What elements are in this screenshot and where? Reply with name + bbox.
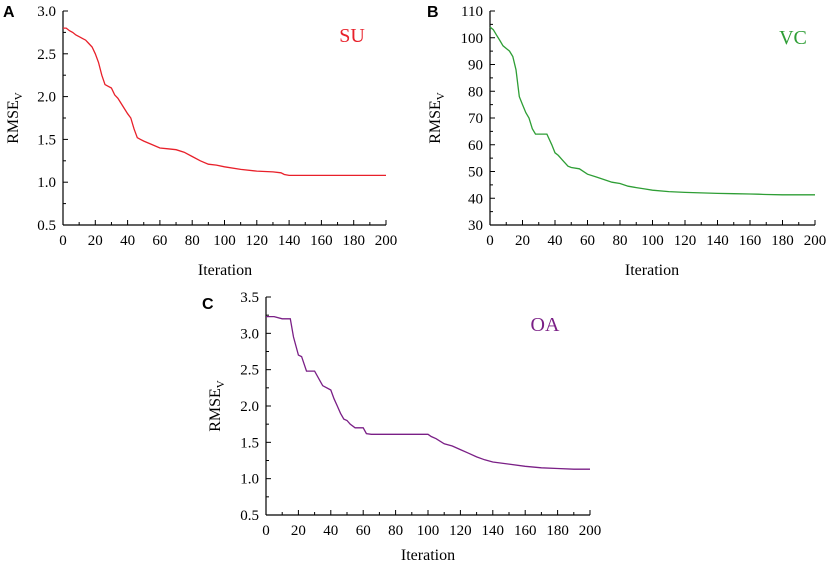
x-tick-label: 180 (342, 233, 365, 249)
x-tick-label: 20 (88, 233, 103, 249)
x-tick-label: 120 (246, 233, 269, 249)
x-axis-title: Iteration (198, 262, 252, 279)
x-tick-label: 200 (804, 233, 827, 249)
x-tick-label: 0 (486, 233, 494, 249)
panel-letter: A (3, 4, 15, 21)
y-tick-label: 1.0 (37, 175, 56, 191)
y-tick-label: 30 (468, 218, 483, 234)
series-line-oa (266, 315, 590, 470)
x-tick-label: 60 (356, 523, 371, 539)
y-tick-label: 0.5 (240, 508, 259, 524)
y-tick-label: 3.0 (240, 326, 259, 342)
x-tick-label: 40 (548, 233, 563, 249)
y-axis-title-main: RMSE (207, 388, 224, 432)
x-axis-title: Iteration (401, 547, 455, 564)
series-label: OA (531, 314, 560, 336)
y-tick-label: 0.5 (37, 218, 56, 234)
y-axis-title-subscript: V (435, 92, 447, 100)
y-tick-label: 110 (461, 4, 483, 20)
series-line-vc (489, 26, 815, 196)
y-tick-label: 3.5 (240, 290, 259, 306)
x-tick-label: 160 (310, 233, 333, 249)
panel-a: A 0 20 40 60 80 100 120 140 160 180 200 0.5 1.0 1.5 2.0… (3, 4, 397, 279)
y-tick-label: 50 (468, 165, 483, 181)
x-tick-label: 180 (546, 523, 569, 539)
x-tick-label: 80 (388, 523, 403, 539)
x-tick-label: 100 (213, 233, 236, 249)
panel-b: B 0 20 40 60 80 100 120 140 160 180 200 30 40 50 60 70 80… (427, 4, 826, 279)
y-axis-title-subscript: V (215, 380, 227, 388)
x-tick-label: 160 (514, 523, 537, 539)
y-tick-label: 80 (468, 84, 483, 100)
x-tick-label: 140 (706, 233, 729, 249)
y-tick-label: 1.5 (37, 132, 56, 148)
panel-c: C 0 20 40 60 80 100 120 140 160 180 200 0.5 1.0 1.5 2.0… (202, 290, 601, 564)
y-axis-title-subscript: V (13, 92, 25, 100)
y-tick-label: 1.0 (240, 472, 259, 488)
x-tick-label: 60 (152, 233, 167, 249)
x-tick-label: 20 (291, 523, 306, 539)
y-axis-title: RMSEV (5, 92, 25, 144)
y-tick-label: 60 (468, 138, 483, 154)
x-tick-label: 80 (185, 233, 200, 249)
y-tick-label: 2.5 (240, 363, 259, 379)
y-tick-label: 40 (468, 191, 483, 207)
y-axis-title-main: RMSE (427, 100, 444, 144)
y-tick-label: 1.5 (240, 435, 259, 451)
y-tick-label: 90 (468, 58, 483, 74)
y-tick-label: 2.0 (240, 399, 259, 415)
x-tick-label: 60 (580, 233, 595, 249)
y-tick-label: 2.0 (37, 90, 56, 106)
x-tick-label: 200 (579, 523, 602, 539)
x-tick-label: 100 (641, 233, 664, 249)
y-axis-title-main: RMSE (5, 100, 22, 144)
series-label: VC (779, 27, 807, 49)
x-tick-label: 120 (674, 233, 697, 249)
x-tick-label: 180 (771, 233, 794, 249)
x-tick-label: 200 (375, 233, 398, 249)
y-tick-label: 3.0 (37, 4, 56, 20)
x-tick-label: 140 (482, 523, 505, 539)
x-tick-label: 140 (278, 233, 301, 249)
panel-letter: B (427, 4, 439, 21)
x-tick-label: 100 (417, 523, 440, 539)
x-axis-title: Iteration (625, 262, 679, 279)
x-tick-label: 120 (449, 523, 472, 539)
x-tick-label: 40 (120, 233, 135, 249)
y-axis-title: RMSEV (207, 380, 227, 432)
panel-letter: C (202, 296, 214, 313)
series-line-su (63, 27, 386, 177)
x-tick-label: 160 (739, 233, 762, 249)
x-tick-label: 0 (59, 233, 67, 249)
y-tick-label: 2.5 (37, 47, 56, 63)
x-tick-label: 80 (613, 233, 628, 249)
x-tick-label: 20 (515, 233, 530, 249)
y-tick-label: 70 (468, 111, 483, 127)
x-tick-label: 0 (262, 523, 270, 539)
y-tick-label: 100 (461, 31, 484, 47)
y-axis-title: RMSEV (427, 92, 447, 144)
x-tick-label: 40 (323, 523, 338, 539)
series-label: SU (339, 25, 365, 47)
